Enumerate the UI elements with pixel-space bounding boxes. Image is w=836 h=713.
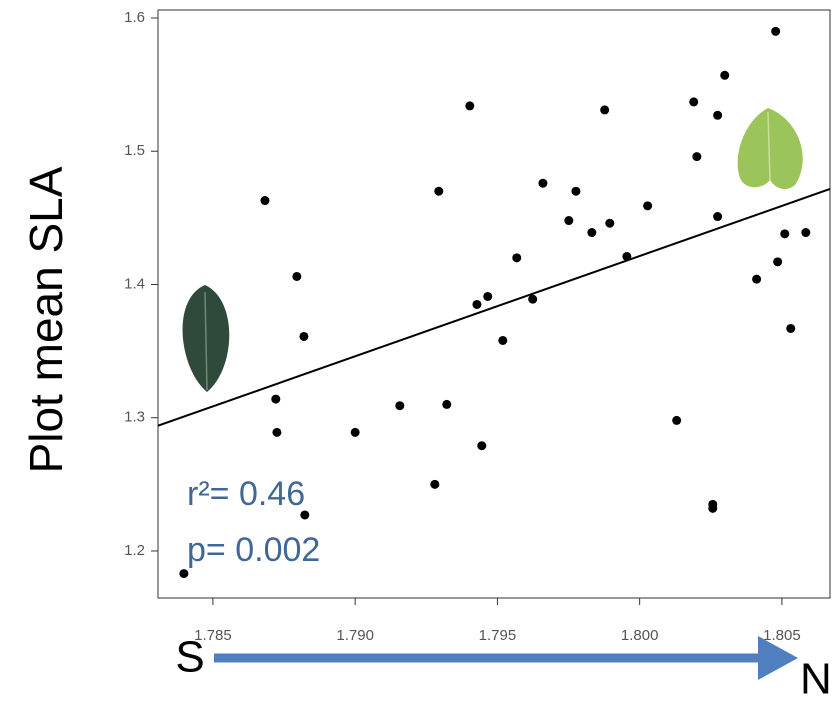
y-tick-label: 1.3 xyxy=(124,409,145,426)
point xyxy=(713,111,722,120)
direction-label-start: S xyxy=(175,633,204,682)
x-tick-label: 1.795 xyxy=(479,627,517,644)
y-tick-label: 1.4 xyxy=(124,275,145,292)
point xyxy=(571,187,580,196)
point xyxy=(395,401,404,410)
point xyxy=(587,228,596,237)
point xyxy=(477,441,486,450)
point xyxy=(272,428,281,437)
point xyxy=(771,27,780,36)
y-tick-label: 1.2 xyxy=(124,542,145,559)
point xyxy=(752,275,761,284)
point xyxy=(720,71,729,80)
y-tick-label: 1.5 xyxy=(124,142,145,159)
point xyxy=(801,228,810,237)
point xyxy=(498,336,507,345)
point xyxy=(528,295,537,304)
point xyxy=(299,332,308,341)
point xyxy=(472,300,481,309)
point xyxy=(292,272,301,281)
point xyxy=(773,257,782,266)
y-tick-label: 1.6 xyxy=(124,9,145,26)
y-axis-label: Plot mean SLA xyxy=(20,166,72,473)
point xyxy=(434,187,443,196)
chart: Plot mean SLA 1.21.31.41.51.61.7851.7901… xyxy=(0,0,836,713)
annotation: p= 0.002 xyxy=(187,531,320,569)
point xyxy=(780,229,789,238)
point xyxy=(271,395,280,404)
point xyxy=(442,400,451,409)
leaf-light xyxy=(738,108,803,189)
point xyxy=(483,292,492,301)
point xyxy=(260,196,269,205)
annotation: r²= 0.46 xyxy=(187,475,305,513)
point xyxy=(708,504,717,513)
point xyxy=(600,105,609,114)
point xyxy=(713,212,722,221)
point xyxy=(672,416,681,425)
x-tick-label: 1.800 xyxy=(621,627,659,644)
point xyxy=(465,101,474,110)
point xyxy=(538,179,547,188)
point xyxy=(692,152,701,161)
x-tick-label: 1.790 xyxy=(336,627,374,644)
point xyxy=(786,324,795,333)
trend-line xyxy=(158,189,830,426)
point xyxy=(179,569,188,578)
point xyxy=(643,201,652,210)
point xyxy=(689,97,698,106)
point xyxy=(605,219,614,228)
point xyxy=(430,480,439,489)
direction-label-end: N xyxy=(800,655,832,704)
leaf-dark xyxy=(183,285,230,392)
point xyxy=(351,428,360,437)
point xyxy=(512,253,521,262)
point xyxy=(564,216,573,225)
x-tick-label: 1.805 xyxy=(763,627,801,644)
